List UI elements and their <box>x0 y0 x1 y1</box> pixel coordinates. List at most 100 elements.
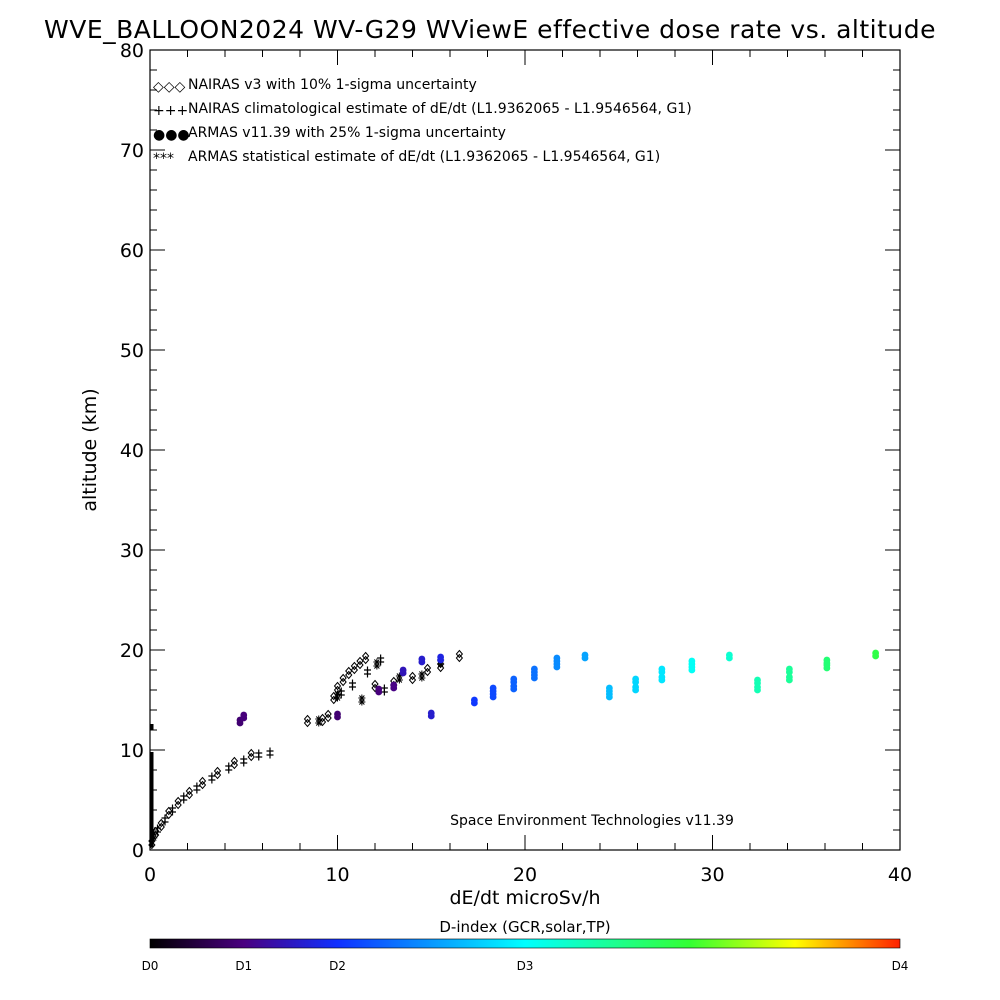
data-point-dot <box>872 649 880 657</box>
colorbar-tick-label: D2 <box>329 959 346 973</box>
colorbar-tick-label: D4 <box>892 959 909 973</box>
y-tick-label: 50 <box>120 340 144 362</box>
data-point-plus <box>180 792 188 800</box>
data-point-plus <box>377 654 385 662</box>
data-point-asterisk <box>358 698 366 706</box>
data-point-diamond <box>345 670 353 680</box>
x-axis-label: dE/dt microSv/h <box>449 887 600 909</box>
data-point-plus <box>161 814 169 822</box>
data-point-diamond <box>303 718 312 728</box>
y-tick-label: 10 <box>120 740 144 762</box>
data-point-diamond <box>356 660 364 670</box>
data-point-asterisk <box>315 715 323 723</box>
data-point-asterisk <box>395 672 403 680</box>
data-point-diamond <box>455 653 464 663</box>
data-point-diamond <box>213 766 222 776</box>
data-point-asterisk <box>437 660 445 668</box>
x-tick-labels: 0 10 20 30 40 <box>144 864 912 886</box>
x-tick-label: 10 <box>325 864 349 886</box>
data-point-diamond <box>213 770 222 780</box>
data-point-diamond <box>408 675 417 685</box>
colorbar <box>149 938 901 949</box>
credit-annotation: Space Environment Technologies v11.39 <box>450 813 734 829</box>
data-point-plus <box>255 749 263 757</box>
data-point-dot <box>437 653 445 661</box>
colorbar-tick-labels: D0 D1 D2 D3 D4 <box>142 959 909 973</box>
data-point-asterisk <box>334 690 341 698</box>
x-tick-label: 20 <box>513 864 537 886</box>
data-point-plus <box>208 772 216 780</box>
data-point-diamond <box>247 752 255 762</box>
data-point-dot <box>658 665 666 673</box>
data-point-diamond <box>371 679 379 689</box>
data-point-dot <box>688 657 696 665</box>
data-point-plus <box>380 684 388 692</box>
data-point-diamond <box>333 681 342 691</box>
colorbar-tick-label: D0 <box>142 959 159 973</box>
data-point-dot <box>632 683 640 691</box>
data-point-plus <box>337 687 345 695</box>
data-point-asterisk <box>395 676 403 684</box>
y-tick-label: 30 <box>120 540 144 562</box>
data-point-plus <box>169 804 176 812</box>
data-point-plus <box>266 747 274 755</box>
data-point-diamond <box>423 667 432 677</box>
y-tick-label: 80 <box>120 40 144 62</box>
y-tick-label: 60 <box>120 240 144 262</box>
legend-marker: ●●● <box>153 127 190 143</box>
data-points <box>148 649 880 850</box>
data-point-dot <box>240 711 248 719</box>
data-point-diamond <box>174 796 182 806</box>
data-point-dot <box>418 655 426 663</box>
y-tick-label: 40 <box>120 440 144 462</box>
data-point-asterisk <box>150 830 158 838</box>
data-point-dot <box>632 675 640 683</box>
data-point-diamond <box>185 790 194 800</box>
data-point-dot <box>399 666 407 674</box>
data-point-diamond <box>436 663 445 673</box>
y-axis-label: altitude (km) <box>79 388 101 511</box>
data-point-diamond <box>230 760 239 770</box>
data-point-diamond <box>148 840 156 850</box>
data-point-diamond <box>356 656 364 666</box>
legend-marker: ◇◇◇ <box>153 79 186 95</box>
data-point-dot <box>823 656 831 664</box>
data-point-diamond <box>230 756 239 766</box>
data-point-diamond <box>185 786 194 796</box>
x-tick-label: 0 <box>144 864 156 886</box>
legend-entry: ARMAS v11.39 with 25% 1-sigma uncertaint… <box>188 125 506 141</box>
data-point-diamond <box>247 748 255 758</box>
data-point-diamond <box>324 709 332 719</box>
legend-entry: NAIRAS v3 with 10% 1-sigma uncertainty <box>188 77 477 93</box>
data-point-asterisk <box>150 834 158 842</box>
chart-title: WVE_BALLOON2024 WV-G29 WViewE effective … <box>44 15 936 44</box>
data-point-diamond <box>198 776 207 786</box>
data-point-diamond <box>361 655 370 665</box>
data-point-diamond <box>361 651 370 661</box>
data-point-dot <box>489 684 497 692</box>
data-point-asterisk <box>334 694 341 702</box>
colorbar-title: D-index (GCR,solar,TP) <box>439 918 610 936</box>
data-point-plus <box>349 679 356 687</box>
data-point-diamond <box>324 713 332 723</box>
data-point-diamond <box>165 806 173 816</box>
y-tick-labels: 0 10 20 30 40 50 60 70 80 <box>120 40 144 862</box>
data-point-dot <box>605 684 613 692</box>
colorbar-tick-label: D3 <box>517 959 534 973</box>
data-point-diamond <box>345 666 353 676</box>
data-point-diamond <box>330 695 338 705</box>
y-tick-label: 20 <box>120 640 144 662</box>
legend-marker: *** <box>153 151 174 167</box>
data-point-diamond <box>330 691 338 701</box>
legend: ◇◇◇ NAIRAS v3 with 10% 1-sigma uncertaint… <box>153 77 692 167</box>
data-point-dot <box>390 681 398 689</box>
colorbar-tick-label: D1 <box>235 959 252 973</box>
data-point-plus <box>240 755 248 763</box>
data-point-dot <box>470 696 478 704</box>
data-point-dot <box>581 651 589 659</box>
data-point-diamond <box>350 661 359 671</box>
data-point-asterisk <box>373 662 381 670</box>
legend-entry: ARMAS statistical estimate of dE/dt (L1.… <box>188 149 660 165</box>
legend-entry: NAIRAS climatological estimate of dE/dt … <box>188 101 692 117</box>
